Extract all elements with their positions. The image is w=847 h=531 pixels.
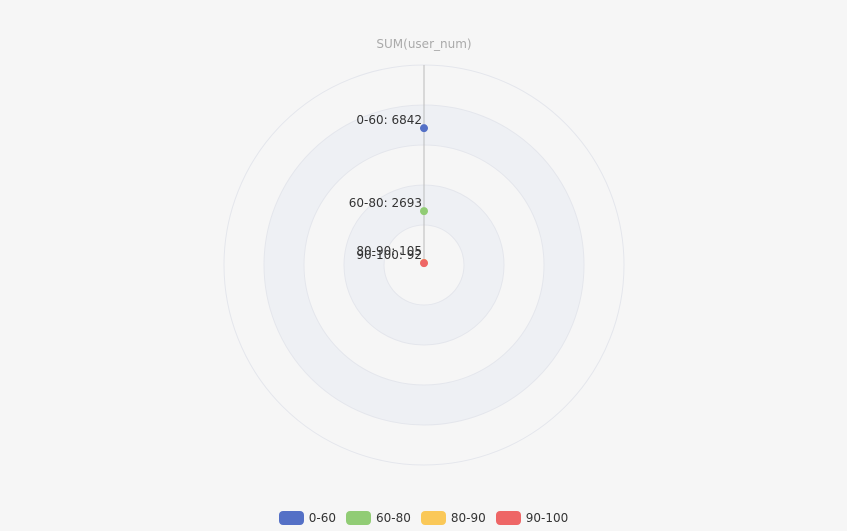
legend-label: 90-100 [525, 511, 569, 525]
legend-label: 80-90 [450, 511, 486, 525]
radius-axis-title: SUM(user_num) [376, 37, 471, 51]
legend-swatch [278, 511, 304, 525]
legend: 0-60 60-80 80-90 90-100 [0, 509, 847, 527]
legend-swatch [495, 511, 521, 525]
data-point[interactable] [420, 259, 428, 268]
legend-item[interactable]: 60-80 [345, 511, 411, 525]
legend-swatch [345, 511, 371, 525]
data-point[interactable] [420, 124, 428, 133]
legend-item[interactable]: 0-60 [278, 511, 336, 525]
legend-swatch [420, 511, 446, 525]
data-label: 60-80: 2693 [349, 196, 422, 210]
data-point[interactable] [420, 207, 428, 216]
legend-label: 0-60 [308, 511, 336, 525]
data-label: 90-100: 92 [356, 248, 422, 262]
data-label: 80-90: 105 [356, 244, 422, 258]
legend-label: 60-80 [375, 511, 411, 525]
data-label: 0-60: 6842 [356, 113, 422, 127]
legend-item[interactable]: 90-100 [495, 511, 569, 525]
legend-item[interactable]: 80-90 [420, 511, 486, 525]
